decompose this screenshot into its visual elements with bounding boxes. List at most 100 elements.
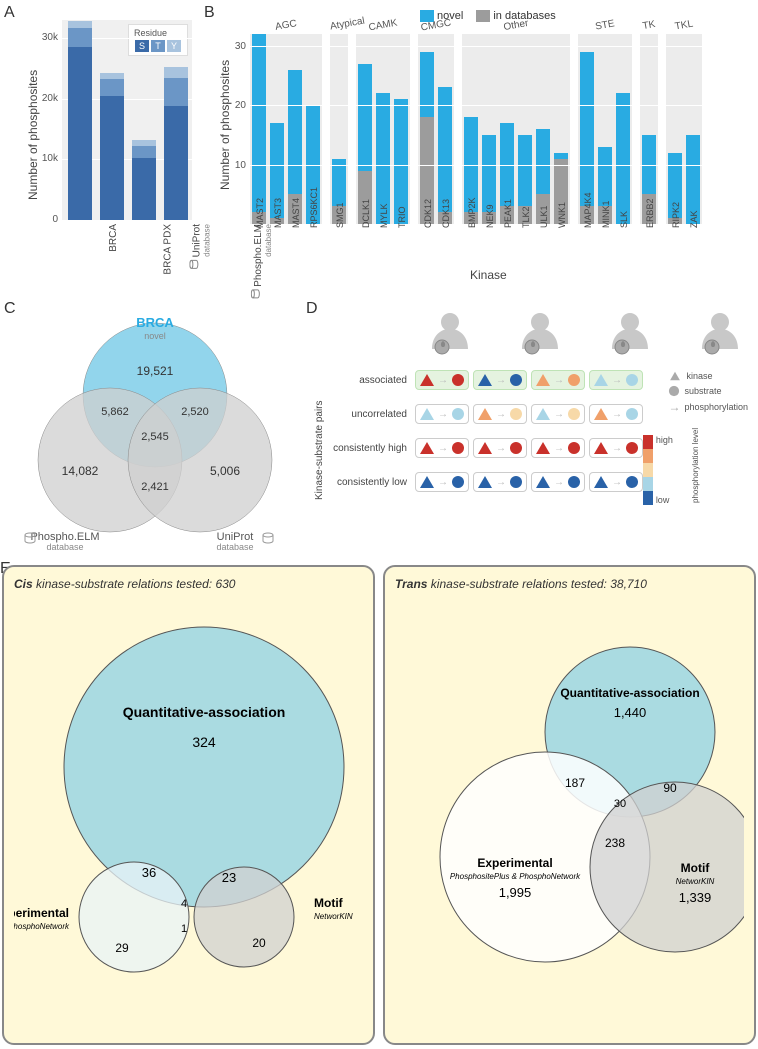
panelB-xlabel: PEAK1 (503, 199, 513, 228)
panelB-xlabel: CDK12 (423, 199, 433, 228)
panelB-xlabel: WNK1 (557, 202, 567, 228)
legend-substrate: substrate (684, 386, 721, 396)
svg-text:2,520: 2,520 (181, 406, 209, 418)
panelB-xlabel: ZAK (689, 210, 699, 228)
svg-text:23: 23 (222, 870, 236, 885)
panelB-xlabel: MYLK (379, 203, 389, 228)
svg-text:novel: novel (144, 331, 166, 341)
panelB-xlabel: MAST4 (291, 198, 301, 228)
panelE-left-venn: Quantitative-association 324 36 23 4 1 29 20 Exp… (14, 597, 363, 1017)
panelE-right: Trans kinase-substrate relations tested:… (383, 565, 756, 1045)
level-high: high (656, 435, 673, 445)
panelE-left: Cis kinase-substrate relations tested: 6… (2, 565, 375, 1045)
panelB-xlabel: NEK9 (485, 204, 495, 228)
panelB-xlabel: MAST2 (255, 198, 265, 228)
panelB-xlabel: RIPK2 (671, 202, 681, 228)
legendB-db-swatch (476, 10, 490, 22)
svg-text:NetworKIN: NetworKIN (314, 912, 353, 921)
svg-text:Experimental: Experimental (477, 856, 552, 870)
legend-triangle-icon (671, 372, 681, 380)
panelA-legend: Residue STY (128, 24, 188, 56)
panelA-ytick: 10k (24, 153, 58, 164)
legendA-S: S (135, 40, 149, 52)
legendA-Y: Y (167, 40, 181, 52)
panelB-facet-label: TKL (665, 17, 702, 34)
svg-text:5,862: 5,862 (101, 406, 129, 418)
panelB-xlabel: SMG1 (335, 202, 345, 228)
svg-text:5,006: 5,006 (210, 464, 240, 478)
svg-text:Experimental: Experimental (14, 906, 69, 920)
legendA-T: T (151, 40, 165, 52)
panelB-xlabel: BMP2K (467, 197, 477, 228)
svg-text:1: 1 (181, 923, 187, 935)
panelB-xlabel: MINK1 (601, 200, 611, 228)
svg-text:database: database (216, 542, 253, 552)
panelC-venn: BRCAnovelPhospho.ELMdatabaseUniProtdatab… (10, 305, 300, 555)
panelB-xlabel: MAST3 (273, 198, 283, 228)
silhouette-icon (420, 305, 480, 365)
panelB-xlabel: DCLK1 (361, 199, 371, 228)
silhouette-icon (600, 305, 660, 365)
panelA-ytick: 30k (24, 32, 58, 43)
svg-text:324: 324 (192, 734, 216, 750)
panel-C: BRCAnovelPhospho.ELMdatabaseUniProtdatab… (10, 305, 300, 555)
panelB-facet-label: Atypical (329, 19, 349, 33)
svg-text:1,995: 1,995 (499, 885, 532, 900)
svg-text:Quantitative-association: Quantitative-association (560, 686, 699, 700)
panelB-xlabel: ERBB2 (645, 198, 655, 228)
svg-text:29: 29 (115, 941, 129, 955)
panelB-xlabel: MAP4K4 (583, 192, 593, 228)
panelE-right-title: Trans kinase-substrate relations tested:… (395, 577, 744, 591)
panelB-facet-label: STE (577, 15, 632, 35)
figure-root: A B C D E Number of phosphosites Residue… (0, 0, 758, 1049)
svg-text:20: 20 (252, 936, 266, 950)
panel-E: Cis kinase-substrate relations tested: 6… (2, 565, 756, 1045)
svg-text:1,339: 1,339 (679, 890, 712, 905)
panelE-right-venn: Quantitative-association1,4401879030238E… (395, 597, 744, 1017)
svg-text:Motif: Motif (314, 896, 344, 910)
silhouette-icon (510, 305, 570, 365)
panelB-xlabel: Kinase (470, 268, 507, 282)
svg-text:4: 4 (181, 898, 187, 910)
panelB-xlabel: TRIO (397, 207, 407, 229)
legendA-title: Residue (134, 28, 182, 38)
panelB-xlabel: CDK13 (441, 199, 451, 228)
panelA-ytick: 20k (24, 93, 58, 104)
panelA-xlabel: UniProtdatabase (189, 224, 211, 269)
panel-A-label: A (4, 4, 15, 22)
silhouette-icon (690, 305, 750, 365)
panelE-left-title: Cis kinase-substrate relations tested: 6… (14, 577, 363, 591)
svg-text:Motif: Motif (681, 861, 711, 875)
level-title: phosphorylation level (691, 428, 758, 503)
svg-text:19,521: 19,521 (137, 364, 174, 378)
panelA-xlabel: BRCA PDX (163, 224, 174, 275)
panelA-plot: Residue STY 010k20k30kBRCABRCA PDXUniPro… (62, 20, 192, 220)
legend-circle-icon (669, 386, 679, 396)
svg-text:2,421: 2,421 (141, 481, 169, 493)
panelA-ytick: 0 (24, 214, 58, 225)
legend-arrow-icon: → (668, 400, 680, 414)
panelB-facet-label: TK (639, 19, 659, 33)
panel-A: Number of phosphosites Residue STY 010k2… (20, 10, 200, 270)
panelB-xlabel: RPS6KC1 (309, 187, 319, 228)
panelD-row-title: Kinase-substrate pairs (314, 401, 325, 501)
panelD-shape-legend: kinase substrate → phosphorylation (668, 370, 748, 414)
panel-B: novel in databases Number of phosphosite… (210, 10, 750, 270)
svg-text:36: 36 (142, 865, 156, 880)
svg-text:NetworKIN: NetworKIN (676, 877, 715, 886)
svg-text:BRCA: BRCA (136, 315, 174, 330)
panelA-xlabel: BRCA (108, 224, 119, 252)
svg-text:30: 30 (614, 798, 626, 810)
panelA-ylabel: Number of phosphosites (26, 70, 40, 200)
legend-phos: phosphorylation (684, 402, 748, 412)
svg-text:Quantitative-association: Quantitative-association (123, 704, 286, 720)
svg-text:90: 90 (663, 781, 677, 795)
svg-text:187: 187 (565, 776, 585, 790)
panelB-xlabel: ULK1 (539, 205, 549, 228)
svg-text:database: database (46, 542, 83, 552)
legend-kinase: kinase (686, 371, 712, 381)
panelD-level-legend: high low phosphorylation level (643, 435, 748, 505)
svg-text:1,440: 1,440 (614, 705, 647, 720)
svg-text:PhosphositePlus & PhosphoNetwo: PhosphositePlus & PhosphoNetwork (14, 922, 70, 931)
panelB-xlabel: TLK2 (521, 206, 531, 228)
